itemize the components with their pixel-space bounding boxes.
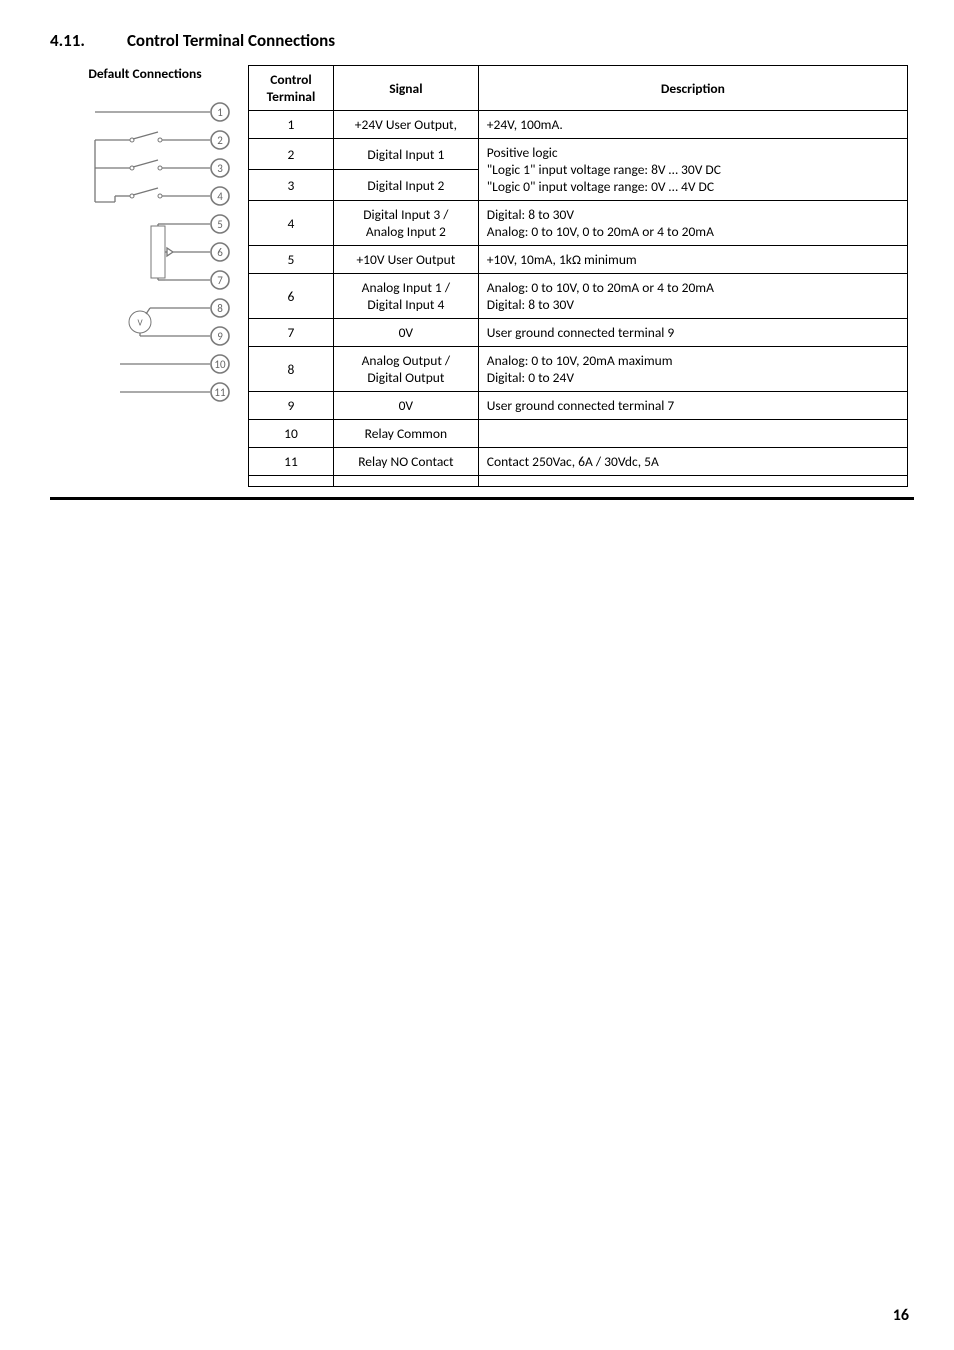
svg-text:V: V [137,318,143,329]
svg-text:10: 10 [214,358,226,371]
cell-signal: Relay NO Contact [333,448,478,476]
terminal-table: ControlTerminal Signal Description 1+24V… [248,65,908,487]
table-row [249,476,908,487]
svg-text:8: 8 [217,302,223,315]
table-row: 6Analog Input 1 /Digital Input 4Analog: … [249,274,908,319]
cell-desc: Analog: 0 to 10V, 0 to 20mA or 4 to 20mA… [478,274,907,319]
cell-terminal: 2 [249,139,334,170]
section-number: 4.11. [50,30,85,51]
cell-terminal: 6 [249,274,334,319]
cell-terminal: 3 [249,170,334,201]
table-row: 4Digital Input 3 /Analog Input 2Digital:… [249,201,908,246]
cell-desc: Contact 250Vac, 6A / 30Vdc, 5A [478,448,907,476]
section-heading: 4.11. Control Terminal Connections [50,30,914,51]
col-header-description: Description [478,66,907,111]
table-row: 1+24V User Output,+24V, 100mA. [249,111,908,139]
table-row: 90VUser ground connected terminal 7 [249,392,908,420]
svg-text:6: 6 [217,246,223,259]
cell-terminal: 5 [249,246,334,274]
svg-text:1: 1 [217,106,223,119]
cell-desc: User ground connected terminal 7 [478,392,907,420]
cell-terminal: 10 [249,420,334,448]
col-header-terminal: ControlTerminal [249,66,334,111]
cell-signal: 0V [333,392,478,420]
cell-signal: Digital Input 3 /Analog Input 2 [333,201,478,246]
svg-text:4: 4 [217,190,223,203]
cell-signal: Relay Common [333,420,478,448]
svg-text:7: 7 [217,274,223,287]
cell-terminal: 4 [249,201,334,246]
table-row: 11Relay NO ContactContact 250Vac, 6A / 3… [249,448,908,476]
cell-desc: Digital: 8 to 30VAnalog: 0 to 10V, 0 to … [478,201,907,246]
cell-signal [333,476,478,487]
svg-text:2: 2 [217,134,223,147]
cell-desc: +10V, 10mA, 1kΩ minimum [478,246,907,274]
cell-signal: Digital Input 1 [333,139,478,170]
page-rule [50,497,914,500]
svg-text:9: 9 [217,330,223,343]
table-row: 5+10V User Output+10V, 10mA, 1kΩ minimum [249,246,908,274]
table-row: 70VUser ground connected terminal 9 [249,319,908,347]
cell-desc: +24V, 100mA. [478,111,907,139]
cell-terminal: 7 [249,319,334,347]
cell-terminal: 9 [249,392,334,420]
svg-text:3: 3 [217,162,223,175]
terminal-diagram: 1 2 3 4 5 6 7 8 9 10 11 [50,92,240,432]
cell-desc [478,476,907,487]
cell-signal: 0V [333,319,478,347]
table-row: 10Relay Common [249,420,908,448]
col-header-signal: Signal [333,66,478,111]
cell-terminal: 11 [249,448,334,476]
section-title: Control Terminal Connections [127,30,335,51]
cell-terminal: 8 [249,347,334,392]
svg-text:11: 11 [214,386,226,399]
svg-text:5: 5 [217,218,223,231]
cell-terminal: 1 [249,111,334,139]
cell-desc: Analog: 0 to 10V, 20mA maximumDigital: 0… [478,347,907,392]
cell-signal: Digital Input 2 [333,170,478,201]
cell-desc: User ground connected terminal 9 [478,319,907,347]
cell-signal: +10V User Output [333,246,478,274]
cell-desc: Positive logic"Logic 1" input voltage ra… [478,139,907,201]
cell-signal: +24V User Output, [333,111,478,139]
table-row: 8Analog Output /Digital OutputAnalog: 0 … [249,347,908,392]
cell-signal: Analog Input 1 /Digital Input 4 [333,274,478,319]
table-row: 2Digital Input 1Positive logic"Logic 1" … [249,139,908,170]
cell-terminal [249,476,334,487]
page-number: 16 [893,1306,909,1325]
cell-signal: Analog Output /Digital Output [333,347,478,392]
default-connections-heading: Default Connections [50,65,240,82]
table-header-row: ControlTerminal Signal Description [249,66,908,111]
cell-desc [478,420,907,448]
